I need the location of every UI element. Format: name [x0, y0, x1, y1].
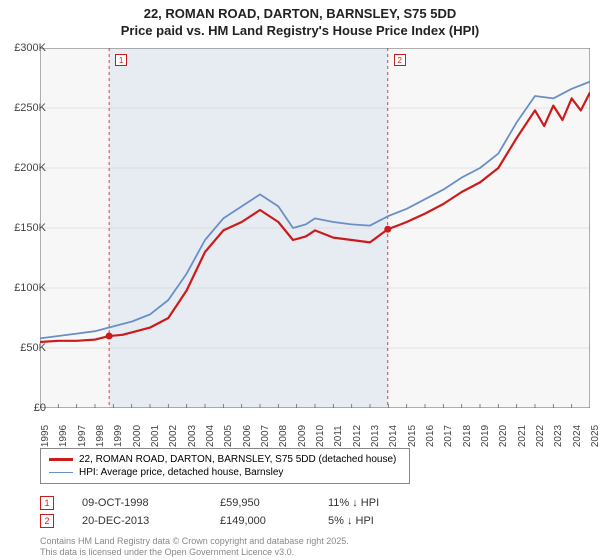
chart-plot-area: 12	[40, 48, 590, 408]
chart-svg	[40, 48, 590, 408]
footer-line2: This data is licensed under the Open Gov…	[40, 547, 349, 558]
x-tick-label: 2010	[315, 425, 326, 447]
x-tick-label: 1995	[40, 425, 51, 447]
x-tick-label: 2018	[462, 425, 473, 447]
marker-price: £59,950	[220, 497, 300, 509]
x-tick-label: 2002	[168, 425, 179, 447]
x-tick-label: 2019	[480, 425, 491, 447]
marker-table: 1 09-OCT-1998 £59,950 11% ↓ HPI 2 20-DEC…	[40, 494, 418, 530]
footer-line1: Contains HM Land Registry data © Crown c…	[40, 536, 349, 547]
chart-annotation-badge: 2	[394, 54, 406, 66]
chart-annotation-badge: 1	[115, 54, 127, 66]
x-tick-label: 2021	[517, 425, 528, 447]
x-tick-label: 2012	[352, 425, 363, 447]
y-tick-label: £250K	[2, 102, 46, 114]
legend-swatch	[49, 458, 73, 460]
legend-label: 22, ROMAN ROAD, DARTON, BARNSLEY, S75 5D…	[79, 454, 396, 465]
x-tick-label: 2022	[535, 425, 546, 447]
x-tick-label: 2008	[278, 425, 289, 447]
x-tick-label: 2023	[553, 425, 564, 447]
x-tick-label: 2025	[590, 425, 600, 447]
x-tick-label: 1999	[113, 425, 124, 447]
footer: Contains HM Land Registry data © Crown c…	[40, 536, 349, 558]
legend-swatch	[49, 472, 73, 474]
x-tick-label: 2015	[407, 425, 418, 447]
y-tick-label: £50K	[2, 342, 46, 354]
x-tick-label: 1997	[77, 425, 88, 447]
x-tick-label: 2000	[132, 425, 143, 447]
x-tick-label: 2016	[425, 425, 436, 447]
x-tick-label: 1998	[95, 425, 106, 447]
legend-item: 22, ROMAN ROAD, DARTON, BARNSLEY, S75 5D…	[49, 453, 401, 466]
legend-item: HPI: Average price, detached house, Barn…	[49, 466, 401, 479]
x-tick-label: 2001	[150, 425, 161, 447]
x-tick-label: 2005	[223, 425, 234, 447]
marker-row: 2 20-DEC-2013 £149,000 5% ↓ HPI	[40, 512, 418, 530]
y-tick-label: £200K	[2, 162, 46, 174]
x-tick-label: 2003	[187, 425, 198, 447]
x-tick-label: 2011	[333, 425, 344, 447]
marker-price: £149,000	[220, 515, 300, 527]
x-tick-label: 2006	[242, 425, 253, 447]
marker-date: 20-DEC-2013	[82, 515, 192, 527]
x-tick-label: 2020	[498, 425, 509, 447]
x-tick-label: 2007	[260, 425, 271, 447]
legend-label: HPI: Average price, detached house, Barn…	[79, 467, 283, 478]
x-tick-label: 2009	[297, 425, 308, 447]
marker-badge: 1	[40, 496, 54, 510]
x-tick-label: 1996	[58, 425, 69, 447]
chart-title-line1: 22, ROMAN ROAD, DARTON, BARNSLEY, S75 5D…	[0, 0, 600, 23]
marker-badge: 2	[40, 514, 54, 528]
chart-title-line2: Price paid vs. HM Land Registry's House …	[0, 23, 600, 38]
marker-pct: 5% ↓ HPI	[328, 515, 418, 527]
y-tick-label: £150K	[2, 222, 46, 234]
x-axis-labels: 1995199619971998199920002001200220032004…	[40, 412, 590, 442]
x-tick-label: 2004	[205, 425, 216, 447]
y-tick-label: £300K	[2, 42, 46, 54]
x-tick-label: 2017	[443, 425, 454, 447]
x-tick-label: 2024	[572, 425, 583, 447]
marker-date: 09-OCT-1998	[82, 497, 192, 509]
legend: 22, ROMAN ROAD, DARTON, BARNSLEY, S75 5D…	[40, 448, 410, 484]
marker-row: 1 09-OCT-1998 £59,950 11% ↓ HPI	[40, 494, 418, 512]
x-tick-label: 2014	[388, 425, 399, 447]
x-tick-label: 2013	[370, 425, 381, 447]
marker-pct: 11% ↓ HPI	[328, 497, 418, 509]
y-tick-label: £100K	[2, 282, 46, 294]
